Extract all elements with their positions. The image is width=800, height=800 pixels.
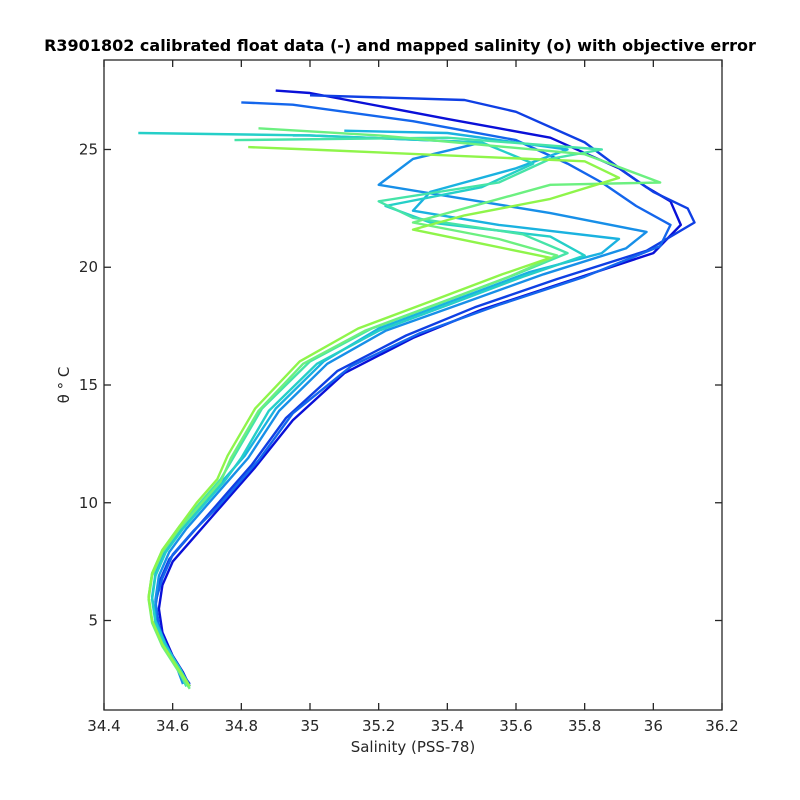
x-tick-label: 35.8 [568,717,601,735]
x-tick-label: 35.4 [431,717,464,735]
x-tick-label: 36 [644,717,663,735]
x-tick-label: 36.2 [705,717,738,735]
profile-series-line [138,131,586,687]
profile-series-line [147,145,621,688]
series-group [138,89,696,690]
y-tick-label: 10 [79,494,98,512]
x-tick-label: 35.6 [499,717,532,735]
x-tick-label: 34.6 [156,717,189,735]
y-tick-label: 5 [88,612,98,630]
x-tick-label: 35.2 [362,717,395,735]
plot-area-box [103,59,723,711]
x-axis-label: Salinity (PSS-78) [351,738,476,756]
x-tick-label: 34.8 [225,717,258,735]
y-tick-label: 25 [79,140,98,158]
profile-series-line [154,134,648,685]
x-tick-label: 34.4 [87,717,120,735]
y-axis-label: θ ° C [55,367,73,404]
chart-title: R3901802 calibrated float data (-) and m… [44,36,756,55]
x-axis: 34.4 34.6 34.8 35 35.2 35.4 35.6 35.8 36 36.2 [87,60,739,735]
y-tick-label: 15 [79,376,98,394]
profile-series-line [147,136,603,687]
x-tick-label: 35 [300,717,319,735]
y-axis: 5 10 15 20 25 [79,140,722,630]
y-tick-label: 20 [79,258,98,276]
profile-series-line [157,89,682,687]
